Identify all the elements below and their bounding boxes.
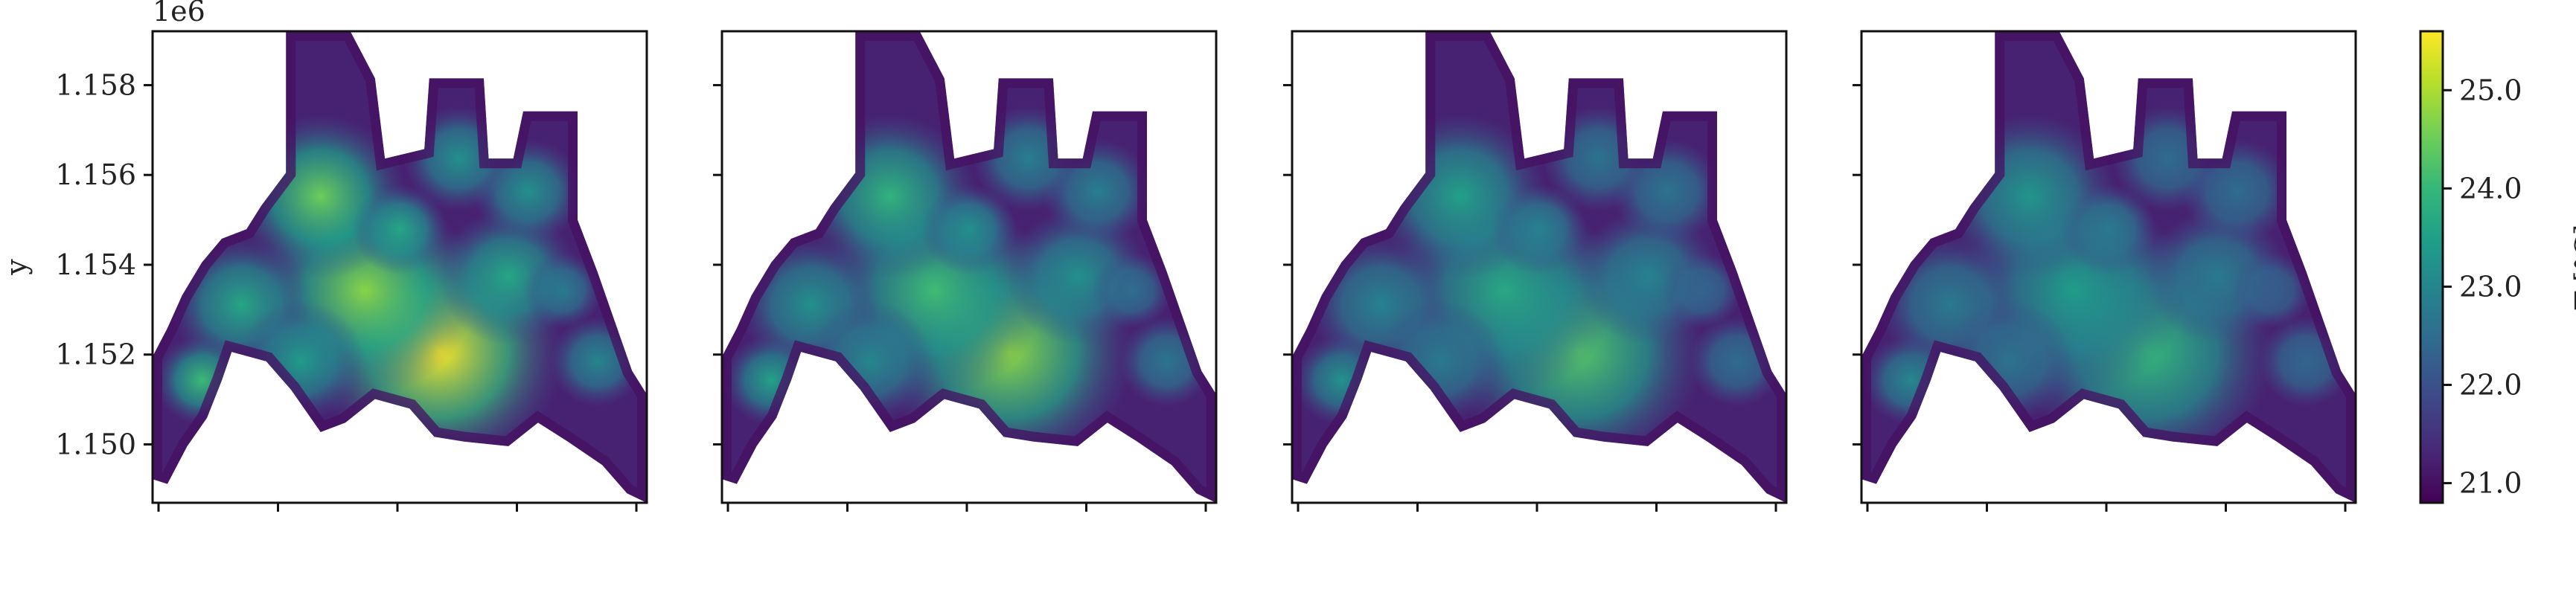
colorbar-tick-label: 23.0 [2459, 270, 2522, 303]
temperature-blob [1093, 252, 1172, 329]
y-tick-label: 1.156 [55, 158, 136, 191]
temperature-blob [2061, 184, 2156, 275]
colorbar-gradient [2419, 30, 2444, 504]
temperature-blob [2232, 252, 2312, 329]
temperature-field [1292, 31, 1786, 503]
y-tick-label: 1.158 [55, 68, 136, 101]
panel-1: 1.150 1.152 1.154 1.156 1.158 y 1e6 [0, 0, 648, 512]
temperature-blob [921, 184, 1017, 275]
colorbar: 21.0 22.0 23.0 24.0 25.0 T [°C] [2419, 30, 2576, 504]
y-offset-label: 1e6 [153, 0, 205, 28]
panel-2 [713, 30, 1218, 512]
temperature-blob [352, 184, 447, 275]
panel-4 [1853, 30, 2357, 512]
temperature-blob [1492, 184, 1587, 275]
axes-frame [1291, 30, 1788, 504]
y-tick-label: 1.150 [55, 428, 136, 461]
colorbar-tick-label: 25.0 [2459, 74, 2522, 106]
field-edge [1861, 31, 2356, 503]
colorbar-tick-label: 22.0 [2459, 369, 2522, 402]
temperature-blob [523, 252, 603, 329]
temperature-blob [1689, 315, 1785, 407]
axes-frame [151, 30, 648, 504]
temperature-blob [1663, 252, 1742, 329]
panels: 1.150 1.152 1.154 1.156 1.158 y 1e6 [0, 0, 2357, 512]
temperature-blob [2258, 315, 2354, 407]
colorbar-tick-label: 21.0 [2459, 467, 2522, 500]
temperature-field [722, 31, 1216, 503]
colorbar-tick-label: 24.0 [2459, 172, 2522, 205]
temperature-blob [1119, 315, 1215, 407]
y-tick-label: 1.152 [55, 338, 136, 371]
colorbar-label: T [°C] [2569, 224, 2576, 309]
temperature-blob [549, 315, 645, 407]
panel-3 [1283, 30, 1788, 512]
y-axis-label: y [0, 259, 33, 276]
axes-frame [1860, 30, 2357, 504]
temperature-field [1861, 31, 2356, 503]
axes-frame [720, 30, 1218, 504]
y-tick-label: 1.154 [55, 248, 136, 281]
temperature-field [153, 31, 647, 503]
